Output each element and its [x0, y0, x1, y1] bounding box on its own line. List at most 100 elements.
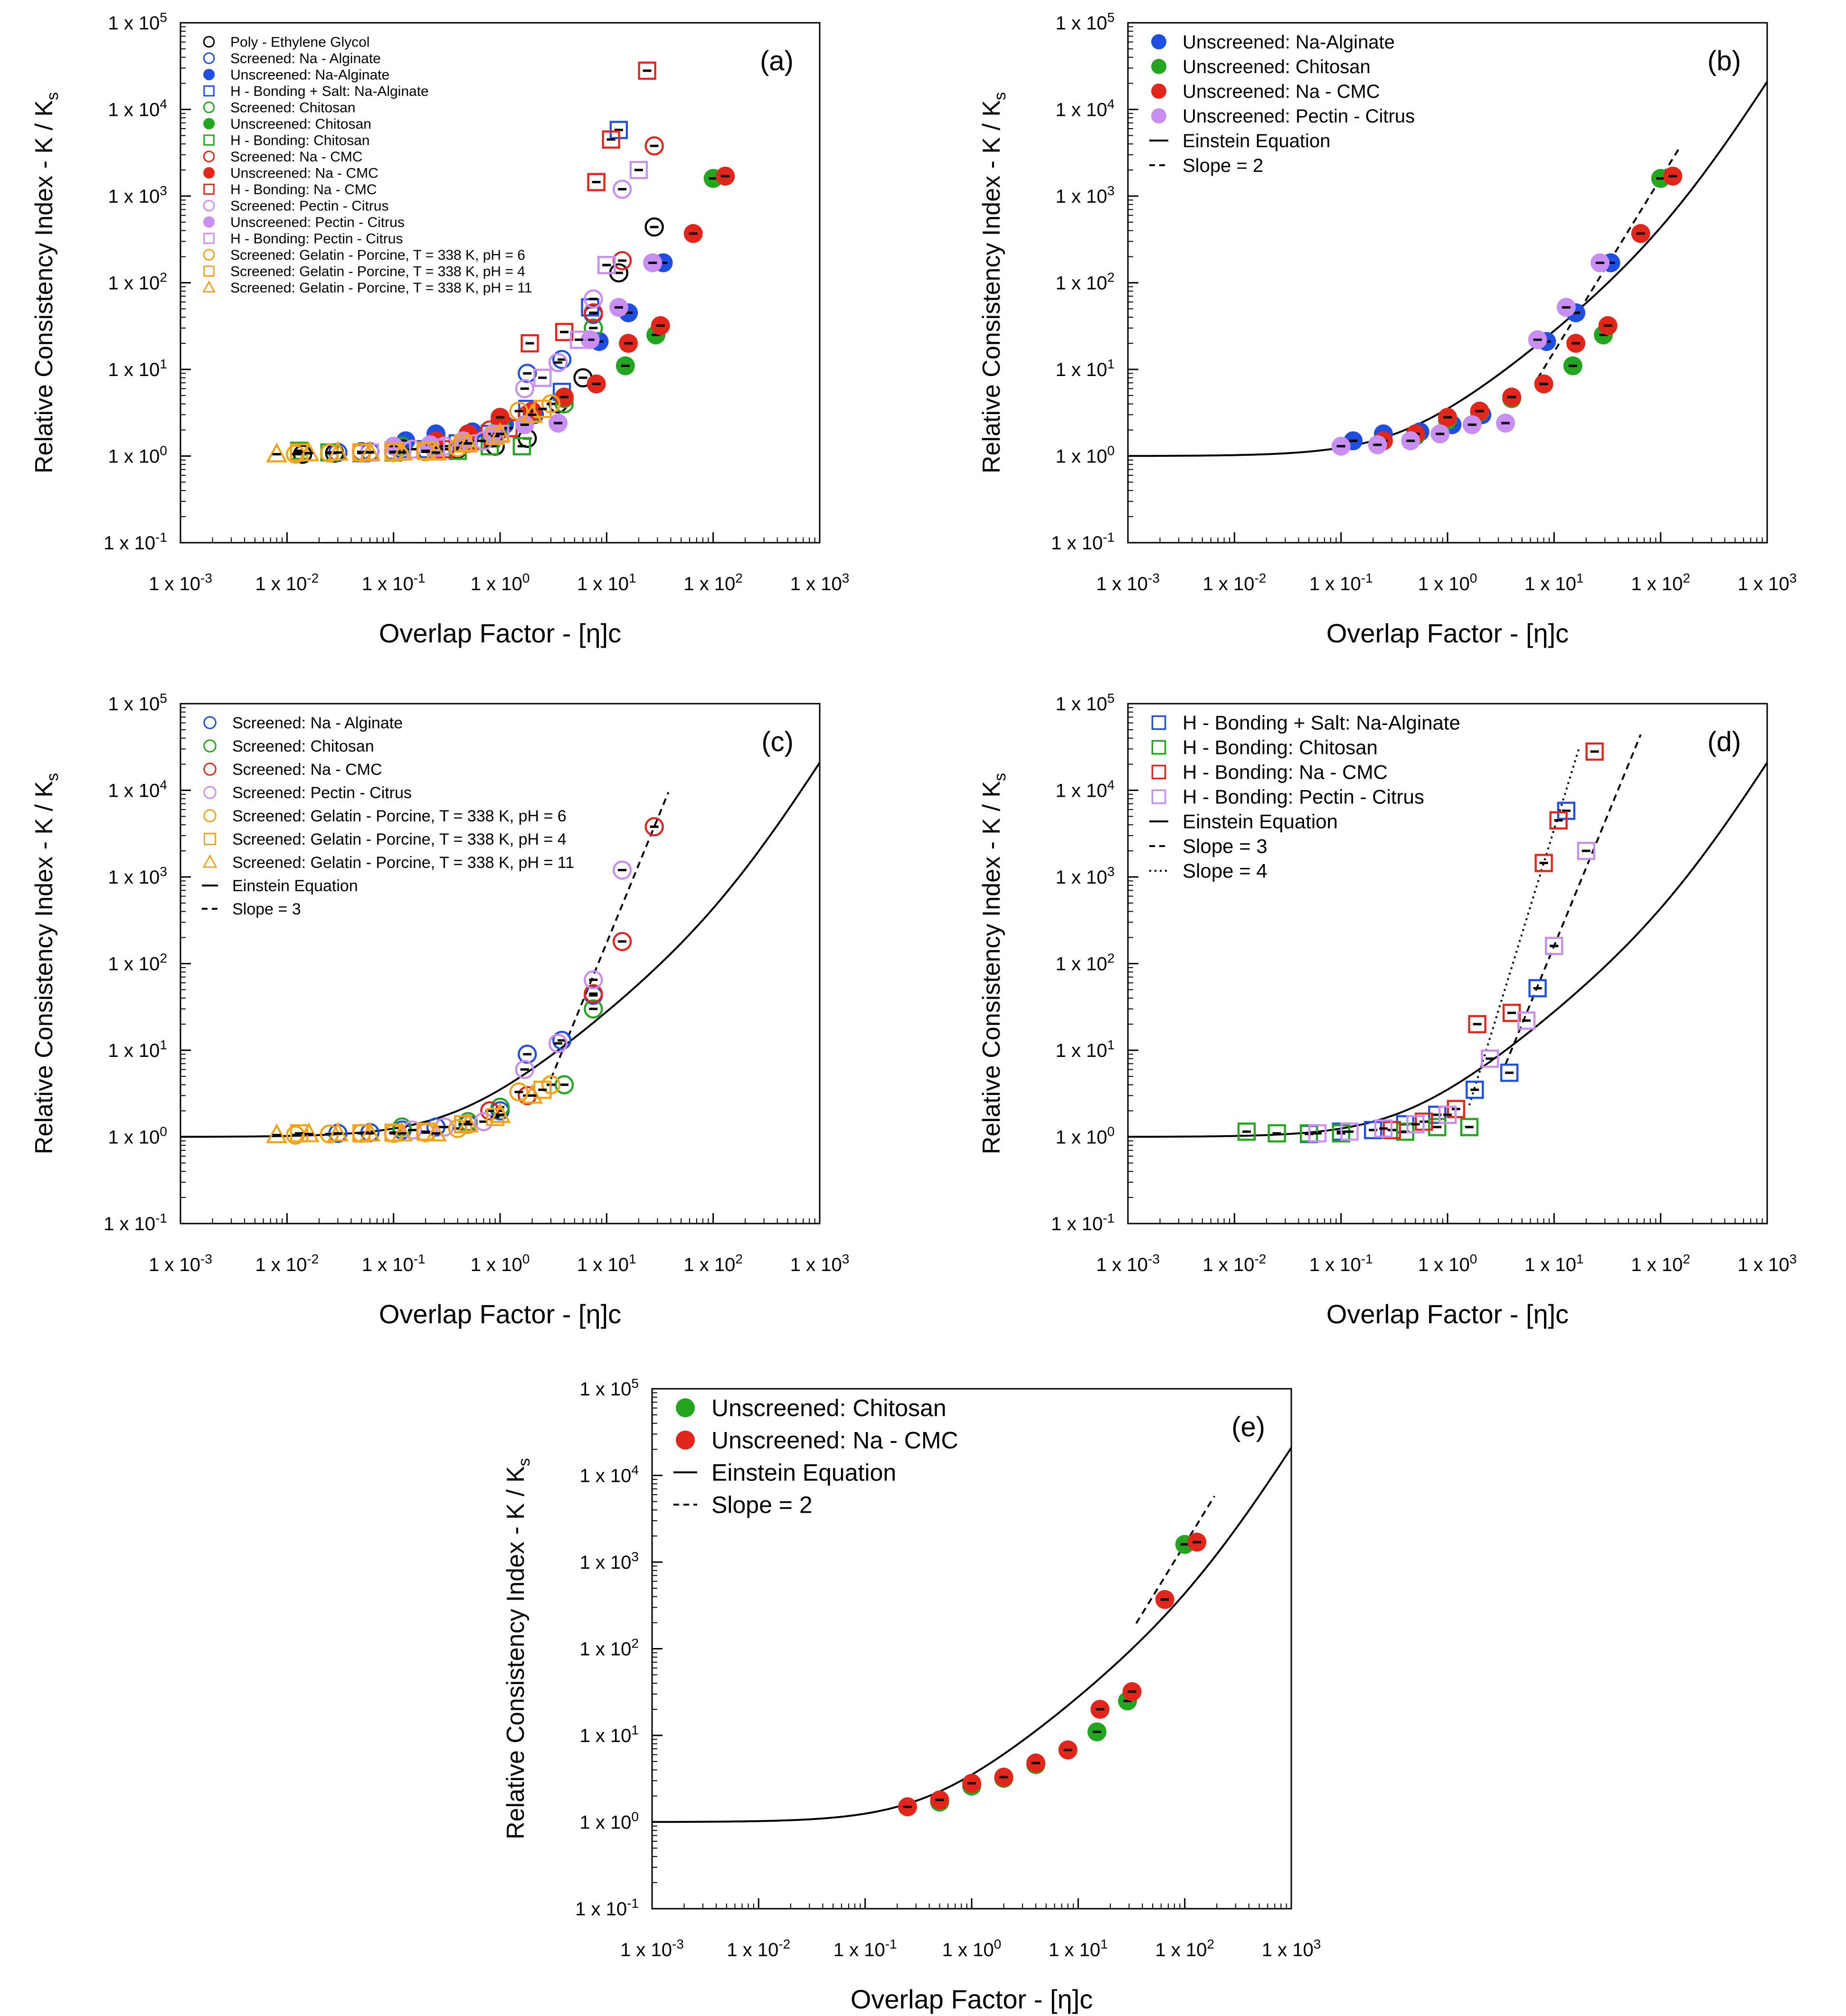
data-point	[548, 1034, 568, 1053]
y-tick-label-text: 1 x 10	[108, 100, 160, 121]
data-point	[435, 1117, 454, 1137]
axis-ticks	[651, 1388, 1292, 1910]
x-tick-label-text: 1 x 10	[1631, 574, 1683, 594]
data-point	[518, 1045, 537, 1064]
x-tick-label-exponent: 2	[1683, 571, 1690, 585]
y-tick-label-exponent: -1	[1103, 1211, 1115, 1225]
x-tick-label: 1 x 100	[1418, 1252, 1477, 1275]
x-tick-label-exponent: 0	[994, 1937, 1002, 1951]
y-tick-label-text: 1 x 10	[579, 1379, 631, 1400]
data-point	[486, 1108, 504, 1126]
y-tick-label: 1 x 103	[108, 183, 167, 207]
x-tick-label-text: 1 x 10	[1096, 1254, 1148, 1275]
legend-label: Unscreened: Na-Alginate	[1183, 32, 1395, 53]
data-point	[298, 1122, 320, 1142]
legend-label: H - Bonding: Pectin - Citrus	[230, 231, 403, 247]
legend-marker	[203, 249, 215, 261]
legend-label: Screened: Pectin - Citrus	[230, 198, 388, 214]
data-point	[515, 1060, 534, 1079]
y-tick-label: 1 x 101	[1055, 357, 1115, 380]
y-tick-label: 1 x 105	[1055, 10, 1115, 34]
legend-label: H - Bonding: Chitosan	[1183, 736, 1378, 759]
legend-label: Unscreened: Chitosan	[230, 116, 371, 132]
legend-label: Unscreened: Na - CMC	[1183, 81, 1380, 102]
y-tick-label: 1 x 10-1	[575, 1896, 639, 1920]
data-point	[1237, 1122, 1256, 1141]
y-tick-label-exponent: 0	[1107, 443, 1115, 458]
legend-label: Screened: Na - Alginate	[232, 714, 403, 732]
legend-label: Screened: Gelatin - Porcine, T = 338 K, …	[230, 247, 525, 263]
y-tick-label-exponent: 3	[160, 183, 167, 198]
legend-label: Unscreened: Na-Alginate	[230, 67, 389, 83]
x-tick-label: 1 x 103	[1262, 1937, 1321, 1960]
y-axis-label: Relative Consistency Index - K / Ks	[502, 1458, 533, 1839]
legend-marker	[203, 36, 215, 48]
y-axis-label-text: Relative Consistency Index - K / K	[978, 781, 1005, 1154]
legend-label: Unscreened: Na - CMC	[230, 166, 379, 181]
data-point	[359, 1121, 381, 1142]
data-point	[1460, 1118, 1478, 1136]
data-point	[644, 136, 664, 156]
y-tick-label-text: 1 x 10	[1055, 446, 1107, 467]
x-tick-label-exponent: 2	[1683, 1252, 1690, 1266]
data-point	[515, 379, 534, 398]
y-axis-label: Relative Consistency Index - K / Ks	[978, 773, 1009, 1154]
legend-label: Screened: Gelatin - Porcine, T = 338 K, …	[232, 807, 567, 825]
data-point	[521, 403, 543, 423]
y-tick-label-text: 1 x 10	[108, 446, 160, 467]
x-tick-label-exponent: 2	[735, 571, 743, 585]
reference-lines	[1128, 734, 1767, 1138]
legend-label: Poly - Ethylene Glycol	[230, 35, 369, 50]
y-tick-label-text: 1 x 10	[108, 694, 160, 715]
data-points	[1331, 166, 1683, 456]
x-tick-label-exponent: 0	[522, 1252, 530, 1266]
y-tick-label-text: 1 x 10	[1055, 1127, 1107, 1148]
panel-label: (b)	[1707, 46, 1741, 76]
y-tick-label-text: 1 x 10	[1055, 359, 1107, 380]
legend-marker	[1151, 740, 1166, 755]
data-point	[1308, 1124, 1327, 1143]
y-axis-label-subscript: s	[515, 1458, 533, 1466]
y-tick-label: 1 x 10-1	[104, 530, 167, 554]
x-tick-label-exponent: 3	[1789, 1252, 1797, 1266]
data-point	[1363, 1121, 1382, 1140]
legend-label: Unscreened: Na - CMC	[711, 1427, 958, 1454]
x-tick-label-exponent: -2	[307, 1252, 319, 1266]
x-tick-label: 1 x 103	[1738, 1252, 1797, 1275]
y-axis-label: Relative Consistency Index - K / Ks	[30, 773, 62, 1154]
y-tick-label: 1 x 10-1	[1051, 530, 1115, 554]
x-tick-label: 1 x 101	[1524, 1252, 1584, 1275]
y-tick-label-exponent: 2	[1107, 951, 1115, 966]
data-point	[584, 303, 603, 322]
y-tick-label: 1 x 100	[1055, 1124, 1115, 1148]
slope-line	[1505, 734, 1642, 1065]
chart-panel-a: 1 x 10-3 1 x 10-2 1 x 10-1 1 x 100 1 x 101 1 …	[30, 10, 849, 648]
y-tick-label-exponent: 1	[160, 1037, 167, 1052]
data-point	[509, 1082, 529, 1102]
x-tick-label: 1 x 100	[1418, 571, 1477, 594]
x-axis-label: Overlap Factor - [η]c	[851, 1984, 1093, 2014]
data-point	[1481, 1049, 1499, 1068]
legend-label: Screened: Gelatin - Porcine, T = 338 K, …	[230, 280, 532, 296]
x-tick-label-exponent: 3	[842, 571, 850, 585]
einstein-equation-line	[1128, 762, 1767, 1138]
y-tick-label-text: 1 x 10	[579, 1812, 631, 1833]
y-tick-label-exponent: 0	[631, 1809, 639, 1824]
data-point	[1517, 1011, 1536, 1030]
legend-label: Unscreened: Chitosan	[1183, 57, 1371, 77]
slope-line	[1135, 1495, 1215, 1624]
x-tick-label-exponent: 0	[522, 571, 530, 585]
legend-label: Unscreened: Pectin - Citrus	[230, 215, 405, 230]
x-tick-label: 1 x 102	[1155, 1937, 1214, 1960]
chart-panel-d: 1 x 10-3 1 x 10-2 1 x 10-1 1 x 100 1 x 101 1 …	[978, 691, 1797, 1329]
y-axis-label-subscript: s	[44, 92, 62, 100]
x-tick-label-text: 1 x 10	[683, 574, 735, 594]
y-axis-label-text: Relative Consistency Index - K / K	[502, 1466, 530, 1839]
y-axis-label-subscript: s	[991, 92, 1009, 100]
y-tick-label-exponent: 2	[160, 270, 167, 285]
data-point	[486, 427, 504, 445]
x-tick-label: 1 x 102	[683, 571, 743, 594]
data-point	[457, 432, 479, 452]
y-axis-label-text: Relative Consistency Index - K / K	[978, 100, 1005, 473]
